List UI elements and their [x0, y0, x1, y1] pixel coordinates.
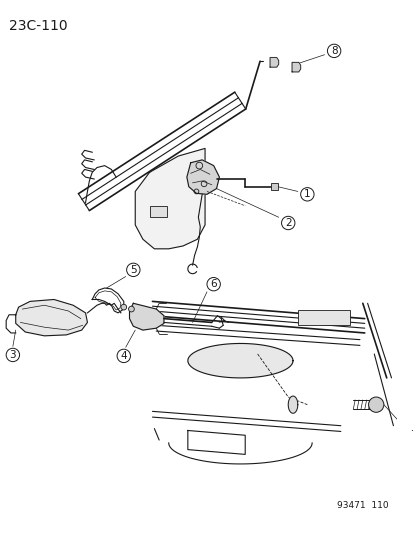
Circle shape: [126, 263, 140, 277]
Text: 7: 7: [409, 430, 413, 440]
Text: 93471  110: 93471 110: [336, 501, 388, 510]
Bar: [297, 310, 349, 325]
Text: 2: 2: [284, 218, 291, 228]
Circle shape: [368, 397, 383, 413]
Bar: [271, 183, 277, 190]
Text: 23C-110: 23C-110: [9, 19, 67, 34]
Polygon shape: [287, 396, 297, 413]
Polygon shape: [291, 62, 300, 72]
Polygon shape: [186, 160, 219, 195]
Circle shape: [327, 44, 340, 58]
Polygon shape: [16, 300, 87, 336]
Text: 8: 8: [330, 46, 337, 56]
Polygon shape: [188, 343, 292, 378]
Polygon shape: [129, 303, 164, 330]
Text: 5: 5: [130, 265, 136, 275]
Text: 6: 6: [210, 279, 216, 289]
Bar: [149, 206, 166, 217]
Circle shape: [406, 429, 413, 442]
Circle shape: [6, 348, 19, 361]
Circle shape: [128, 306, 134, 312]
Text: 1: 1: [303, 189, 310, 199]
Circle shape: [206, 278, 220, 291]
Circle shape: [117, 349, 130, 362]
Circle shape: [121, 304, 126, 310]
Polygon shape: [135, 148, 204, 249]
Polygon shape: [269, 58, 278, 67]
Text: 4: 4: [120, 351, 127, 361]
Circle shape: [281, 216, 294, 230]
Text: 3: 3: [9, 350, 16, 360]
Circle shape: [300, 188, 313, 201]
